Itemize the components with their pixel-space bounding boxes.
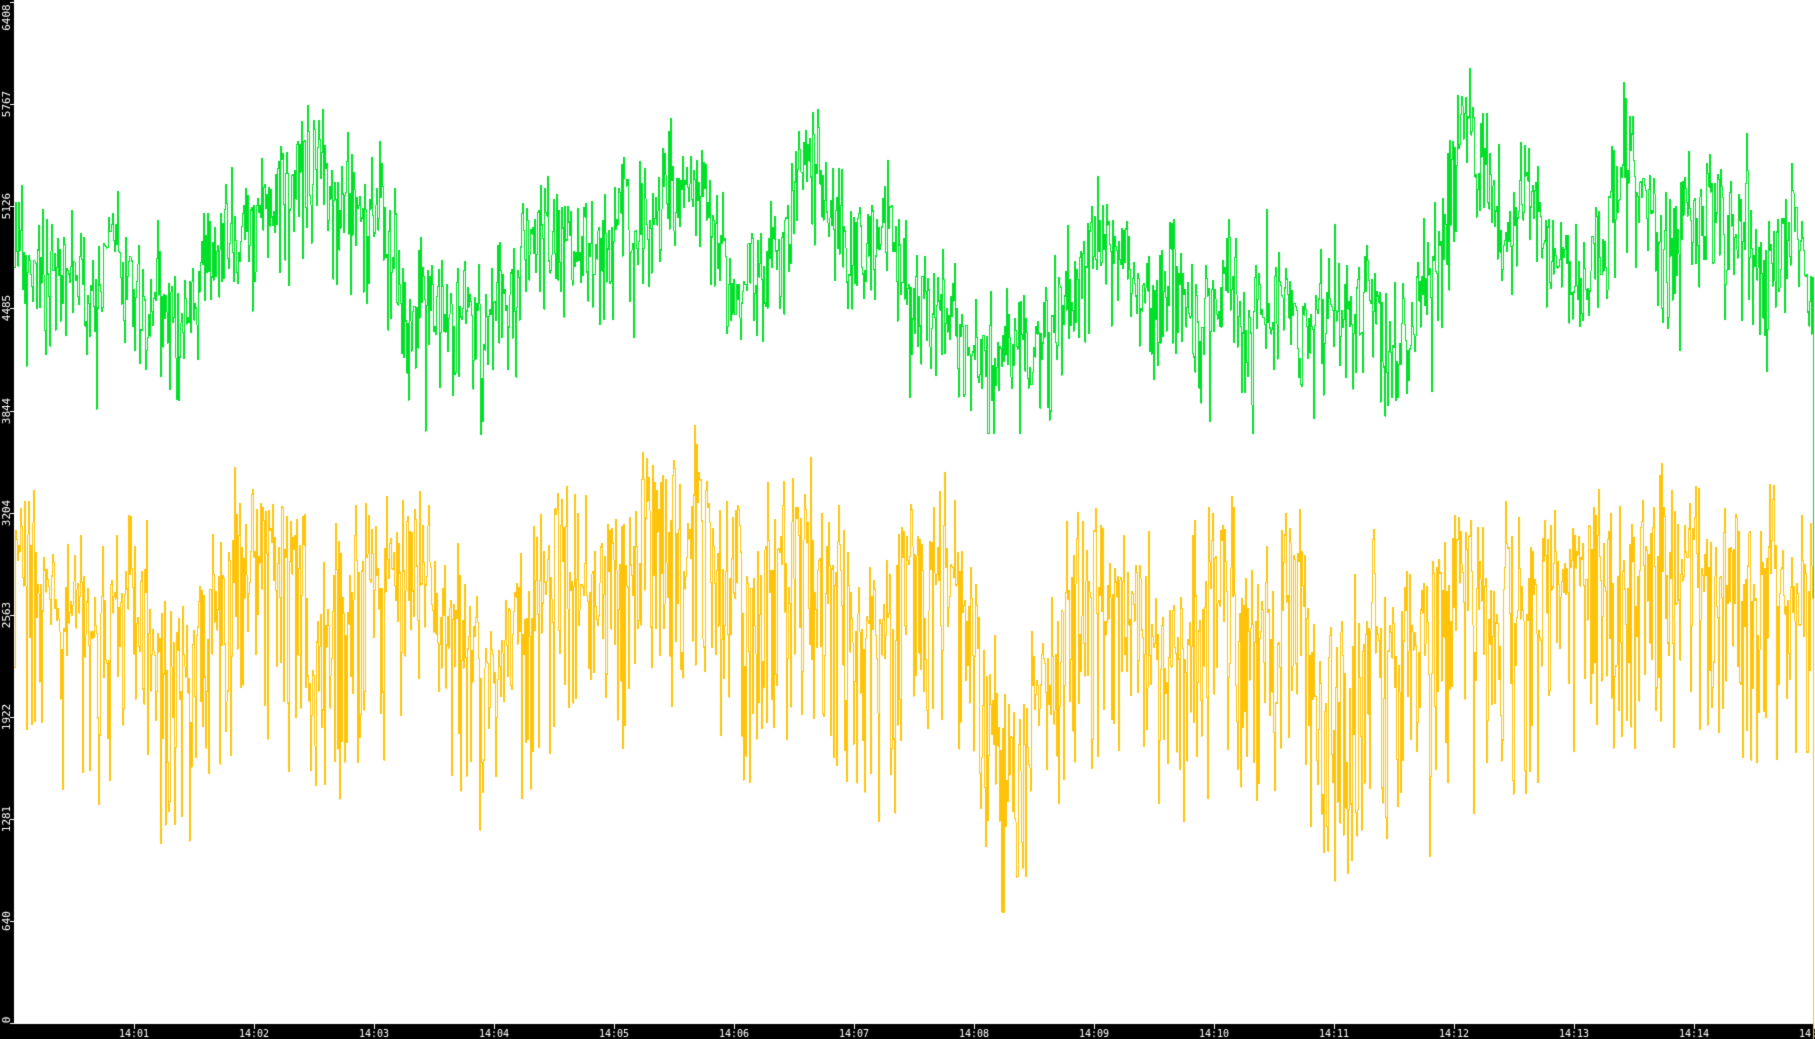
- monitor-graph-window: [0, 0, 1815, 1039]
- timeseries-chart-canvas: [0, 0, 1815, 1039]
